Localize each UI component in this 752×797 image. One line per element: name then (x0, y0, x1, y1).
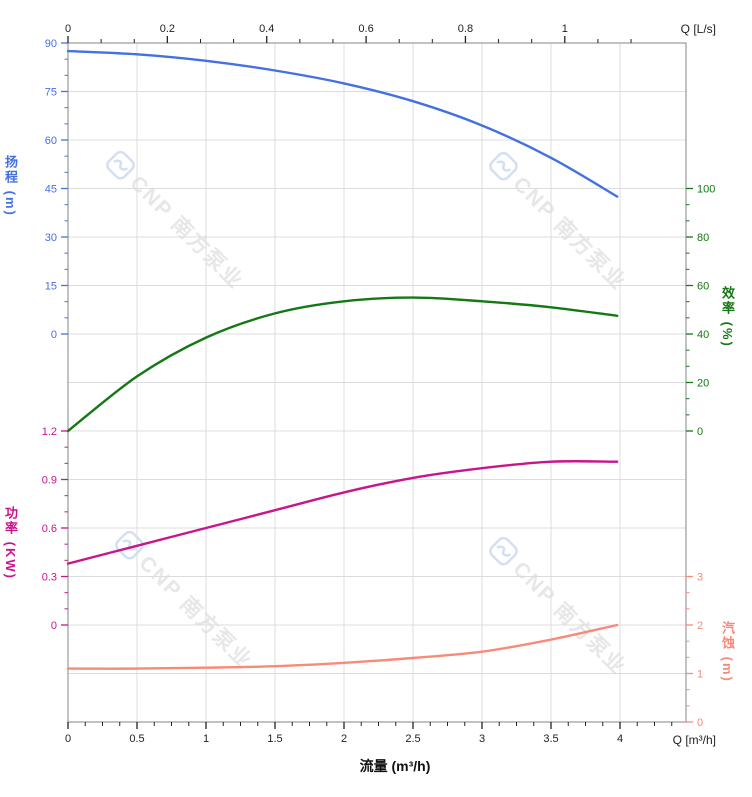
npsh-tick-label: 1 (697, 669, 703, 681)
power-tick-label: 0.9 (42, 475, 57, 487)
top-tick-label: 0.2 (160, 23, 175, 35)
power-tick-label: 0.3 (42, 572, 57, 584)
top-tick-label: 0.6 (358, 23, 373, 35)
npsh-tick-label: 2 (697, 620, 703, 632)
cnp-logo-icon (106, 150, 136, 180)
power-axis-title: 功率 (KW) (3, 506, 18, 580)
bottom-axis-unit-label: Q [m³/h] (672, 733, 716, 747)
top-axis-unit-label: Q [L/s] (680, 22, 716, 36)
top-tick-label: 0.4 (259, 23, 274, 35)
head-tick-label: 0 (51, 329, 57, 341)
top-tick-label: 0.8 (458, 23, 473, 35)
efficiency-tick-label: 40 (697, 329, 709, 341)
cnp-logo-icon (115, 530, 145, 560)
npsh-axis: 3 2 1 0 (686, 572, 703, 729)
gridlines (68, 43, 686, 722)
bottom-tick-label: 1 (203, 733, 209, 745)
watermark: CNP 南方泵业 (103, 147, 250, 294)
head-tick-label: 45 (45, 184, 57, 196)
efficiency-tick-label: 100 (697, 184, 715, 196)
power-curve (66, 460, 619, 565)
head-axis: 90 75 60 45 30 15 0 (45, 38, 68, 341)
bottom-tick-label: 2 (341, 733, 347, 745)
power-axis: 1.2 0.9 0.6 0.3 0 (42, 426, 68, 632)
npsh-curve (66, 623, 619, 670)
top-tick-label: 1 (562, 23, 568, 35)
head-tick-label: 60 (45, 135, 57, 147)
head-curve (66, 49, 619, 198)
bottom-tick-label: 1.5 (267, 733, 282, 745)
efficiency-tick-label: 60 (697, 281, 709, 293)
bottom-tick-label: 2.5 (405, 733, 420, 745)
efficiency-tick-label: 20 (697, 378, 709, 390)
efficiency-curve (66, 296, 619, 433)
npsh-axis-title: 汽蚀 (m) (720, 621, 735, 683)
bottom-tick-label: 0.5 (129, 733, 144, 745)
head-tick-label: 75 (45, 87, 57, 99)
npsh-tick-label: 3 (697, 572, 703, 584)
bottom-tick-label: 3.5 (543, 733, 558, 745)
watermark: CNP 南方泵业 (486, 148, 633, 295)
bottom-tick-label: 3 (479, 733, 485, 745)
cnp-logo-icon (489, 536, 519, 566)
efficiency-tick-label: 0 (697, 426, 703, 438)
power-tick-label: 1.2 (42, 426, 57, 438)
watermark: CNP 南方泵业 (486, 533, 633, 680)
power-tick-label: 0 (51, 620, 57, 632)
efficiency-axis: 100 80 60 40 20 0 (686, 184, 715, 438)
cnp-logo-icon (489, 151, 519, 181)
head-tick-label: 15 (45, 281, 57, 293)
bottom-tick-label: 4 (617, 733, 623, 745)
top-tick-label: 0 (65, 23, 71, 35)
efficiency-tick-label: 80 (697, 232, 709, 244)
head-tick-label: 90 (45, 38, 57, 50)
x-axis-title: 流量 (m³/h) (359, 758, 431, 774)
efficiency-axis-title: 效率 (%) (720, 286, 735, 348)
bottom-x-axis: 0 0.5 1 1.5 2 2.5 3 3.5 4 (65, 722, 673, 745)
watermark: CNP 南方泵业 (112, 527, 259, 674)
npsh-tick-label: 0 (697, 717, 703, 729)
head-tick-label: 30 (45, 232, 57, 244)
top-x-axis: 0 0.2 0.4 0.6 0.8 1 (65, 23, 632, 43)
bottom-tick-label: 0 (65, 733, 71, 745)
head-axis-title: 扬程 (m) (3, 155, 18, 217)
power-tick-label: 0.6 (42, 523, 57, 535)
